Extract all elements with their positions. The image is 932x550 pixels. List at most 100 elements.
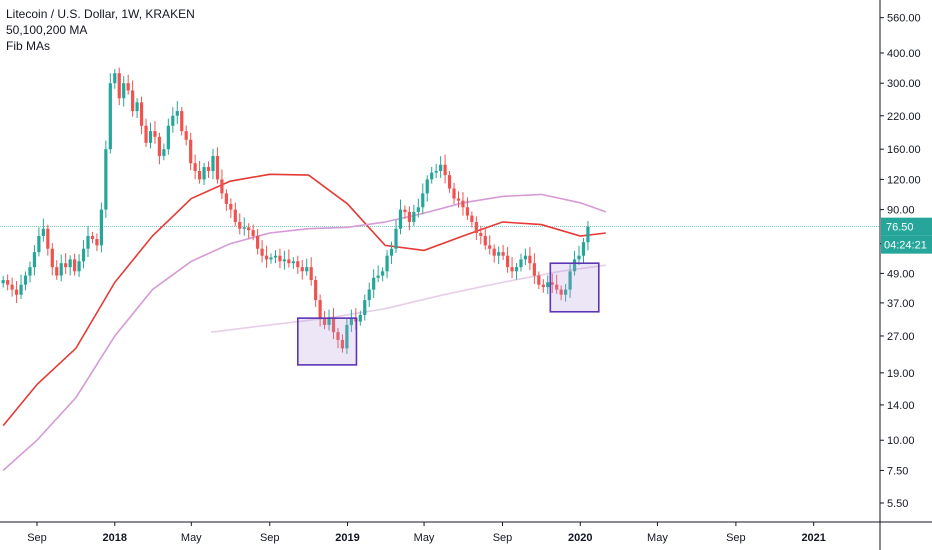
candle-body — [55, 267, 59, 276]
candle-body — [528, 255, 532, 264]
candle-body — [470, 215, 474, 222]
candle-body — [6, 280, 10, 285]
candle-body — [32, 252, 37, 268]
candle-body — [77, 261, 81, 272]
candle-body — [104, 149, 108, 210]
candle-body — [166, 125, 170, 150]
time-tick-label: 2019 — [335, 532, 359, 544]
candle-body — [19, 284, 23, 295]
candle-body — [519, 259, 523, 268]
candle-body — [581, 242, 586, 256]
candle-body — [126, 83, 130, 91]
candle-body — [568, 271, 572, 290]
candle-body — [389, 248, 394, 256]
candle-body — [41, 228, 45, 236]
price-tick-label: 5.50 — [887, 498, 908, 510]
highlight-box-2[interactable] — [549, 262, 600, 313]
candle-body — [403, 209, 407, 212]
candle-body — [175, 111, 179, 116]
candle-body — [224, 193, 228, 204]
candle-body — [153, 131, 157, 137]
candle-body — [291, 261, 295, 264]
candle-body — [28, 267, 32, 276]
candle-body — [50, 248, 54, 268]
candle-body — [162, 149, 166, 156]
current-price-value: 76.50 — [886, 222, 914, 234]
candle-body — [314, 280, 318, 301]
candle-body — [206, 167, 211, 171]
candle-body — [46, 228, 50, 249]
candle-body — [322, 318, 327, 325]
candle-body — [367, 289, 371, 301]
candle-body — [430, 172, 434, 180]
candle-body — [363, 300, 367, 315]
candle-body — [86, 235, 90, 249]
candle-body — [180, 111, 184, 132]
price-tick-label: 14.00 — [887, 400, 915, 412]
candle-body — [372, 277, 376, 290]
candle-body — [256, 235, 260, 249]
candle-body — [398, 209, 403, 229]
candle-body — [242, 227, 246, 229]
candle-body — [541, 284, 545, 288]
candle-body — [537, 275, 541, 285]
candle-body — [247, 227, 251, 231]
candle-body — [1, 280, 5, 284]
time-tick-label: Sep — [27, 532, 47, 544]
candle-body — [171, 115, 175, 126]
candle-body — [220, 179, 224, 194]
candle-body — [488, 245, 492, 249]
candle-body — [505, 255, 510, 268]
candle-body — [108, 83, 112, 150]
candle-body — [421, 193, 425, 208]
candle-body — [381, 271, 385, 276]
candle-body — [345, 324, 349, 349]
candle-body — [416, 207, 420, 212]
candle-body — [99, 209, 103, 246]
time-tick-label: May — [181, 532, 202, 544]
candle-body — [492, 248, 496, 256]
candle-body — [327, 318, 331, 325]
price-tick-label: 560.00 — [887, 13, 921, 25]
price-tick-label: 160.00 — [887, 144, 921, 156]
candle-body — [474, 221, 478, 234]
candle-body — [523, 255, 528, 260]
candle-body — [443, 164, 447, 176]
candle-body — [184, 131, 188, 140]
candle-body — [59, 263, 63, 276]
candle-body — [479, 233, 483, 236]
price-tick-label: 10.00 — [887, 435, 915, 447]
candle-body — [157, 136, 162, 156]
candle-body — [269, 257, 273, 260]
time-tick-label: May — [414, 532, 435, 544]
highlight-box-1[interactable] — [296, 317, 358, 366]
candle-body — [148, 131, 153, 143]
candle-body — [394, 228, 398, 249]
candle-body — [340, 339, 345, 349]
price-tick-label: 400.00 — [887, 48, 921, 60]
price-tick-label: 37.00 — [887, 298, 915, 310]
candle-body — [131, 90, 135, 112]
ma-line-200-ma — [211, 264, 606, 333]
candle-body — [229, 203, 233, 210]
candle-body — [336, 332, 340, 340]
candle-body — [456, 198, 461, 201]
candle-body — [197, 170, 202, 180]
time-tick-label: 2020 — [568, 532, 592, 544]
candle-body — [202, 167, 206, 180]
candle-body — [309, 267, 313, 281]
candle-body — [412, 211, 416, 222]
candle-body — [572, 259, 577, 272]
price-tick-label: 90.00 — [887, 205, 915, 217]
time-tick-label: 2021 — [801, 532, 825, 544]
fib-ma-indicator-label: Fib MAs — [6, 39, 51, 53]
candle-body — [296, 261, 300, 268]
ma-indicator-label: 50,100,200 MA — [6, 23, 88, 37]
candle-body — [117, 73, 121, 99]
candle-body — [95, 239, 99, 246]
candle-body — [68, 259, 72, 268]
chart-title: Litecoin / U.S. Dollar, 1W, KRAKEN — [6, 7, 195, 21]
candle-body — [23, 275, 28, 285]
candle-body — [264, 255, 269, 260]
